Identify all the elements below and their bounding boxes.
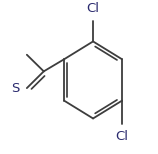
Text: S: S — [11, 82, 19, 95]
Text: Cl: Cl — [115, 130, 128, 143]
Text: Cl: Cl — [87, 2, 100, 15]
